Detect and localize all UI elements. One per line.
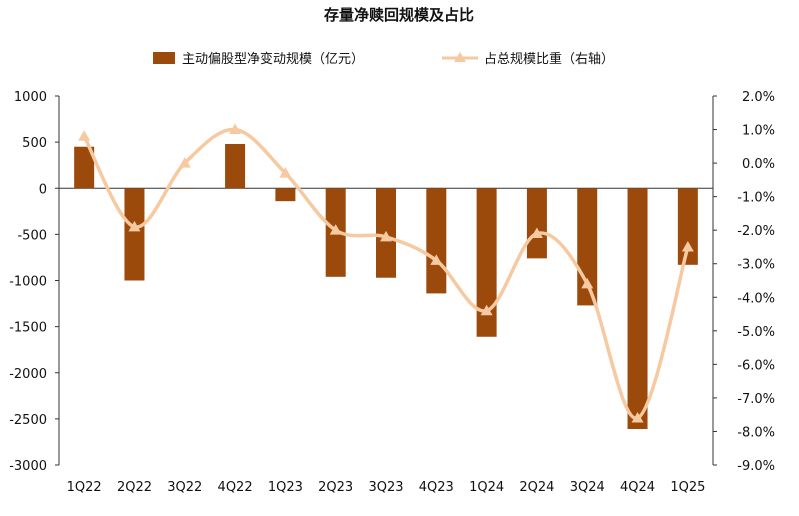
left-tick-label: -500 [17,228,47,243]
chart-title: 存量净赎回规模及占比 [324,6,474,24]
bar-4Q22 [225,143,246,189]
legend-bar-swatch [153,52,175,64]
bar-1Q22 [74,146,95,189]
left-tick-label: 1000 [14,90,47,105]
bar-4Q24 [627,188,648,430]
left-tick-label: 0 [39,182,47,197]
right-tick-label: -1.0% [737,191,775,206]
bar-1Q23 [275,188,296,202]
right-tick-label: -4.0% [737,291,775,306]
legend-line-label: 占总规模比重（右轴） [484,51,614,67]
bar-3Q22 [174,188,195,189]
line-marker-4Q23 [430,254,443,265]
x-tick-label: 1Q22 [67,480,102,495]
line-marker-2Q23 [329,224,342,235]
x-tick-label: 4Q22 [218,480,253,495]
right-tick-label: -7.0% [737,392,775,407]
left-tick-label: -3000 [9,459,47,474]
right-tick-label: -9.0% [737,459,775,474]
right-tick-label: 0.0% [742,157,775,172]
line-marker-3Q24 [581,277,594,289]
x-tick-label: 1Q23 [268,480,303,495]
x-tick-label: 3Q23 [368,480,403,495]
x-tick-label: 1Q25 [670,480,705,495]
left-tick-label: -1000 [9,275,47,290]
legend: 主动偏股型净变动规模（亿元） 占总规模比重（右轴） [153,51,614,67]
right-tick-label: 2.0% [742,90,775,105]
bar-2Q22 [124,188,145,281]
right-tick-label: 1.0% [742,124,775,139]
line-marker-4Q24 [631,412,644,423]
x-axis-labels: 1Q22 2Q22 3Q22 4Q22 1Q23 2Q23 3Q23 4Q23 1Q24 2Q24… [67,480,706,495]
right-tick-label: -3.0% [737,258,775,273]
x-tick-label: 2Q23 [318,480,353,495]
x-tick-label: 2Q22 [117,480,152,495]
line-marker-2Q22 [128,220,141,232]
right-tick-label: -2.0% [737,224,775,239]
bar-4Q23 [426,188,447,294]
line-series [78,123,694,423]
line-marker-3Q22 [178,157,191,168]
x-tick-label: 2Q24 [519,480,554,495]
legend-line-marker [454,52,466,62]
x-tick-label: 1Q24 [469,480,504,495]
bar-1Q25 [677,188,698,265]
axes: 1000 500 0 -500 -1000 -1500 -2000 -2500 -3000 2.0… [9,90,775,474]
bar-1Q24 [476,188,497,337]
line-marker-1Q23 [279,167,292,178]
line-marker-1Q22 [78,130,91,141]
x-tick-label: 4Q23 [419,480,454,495]
left-tick-label: 500 [22,136,47,151]
legend-bar-label: 主动偏股型净变动规模（亿元） [182,51,364,67]
line-marker-2Q24 [530,227,543,239]
line-marker-3Q23 [380,230,392,242]
x-tick-label: 3Q22 [167,480,202,495]
line-marker-1Q25 [681,240,694,252]
line-marker-1Q24 [480,304,493,316]
right-tick-label: -5.0% [737,325,775,340]
right-tick-label: -8.0% [737,425,775,440]
line-marker-4Q22 [229,123,242,135]
left-tick-label: -2000 [9,367,47,382]
right-tick-label: -6.0% [737,358,775,373]
bar-2Q24 [526,188,547,259]
x-tick-label: 3Q24 [570,480,605,495]
left-tick-label: -2500 [9,413,47,428]
x-tick-label: 4Q24 [620,480,655,495]
left-tick-label: -1500 [9,321,47,336]
